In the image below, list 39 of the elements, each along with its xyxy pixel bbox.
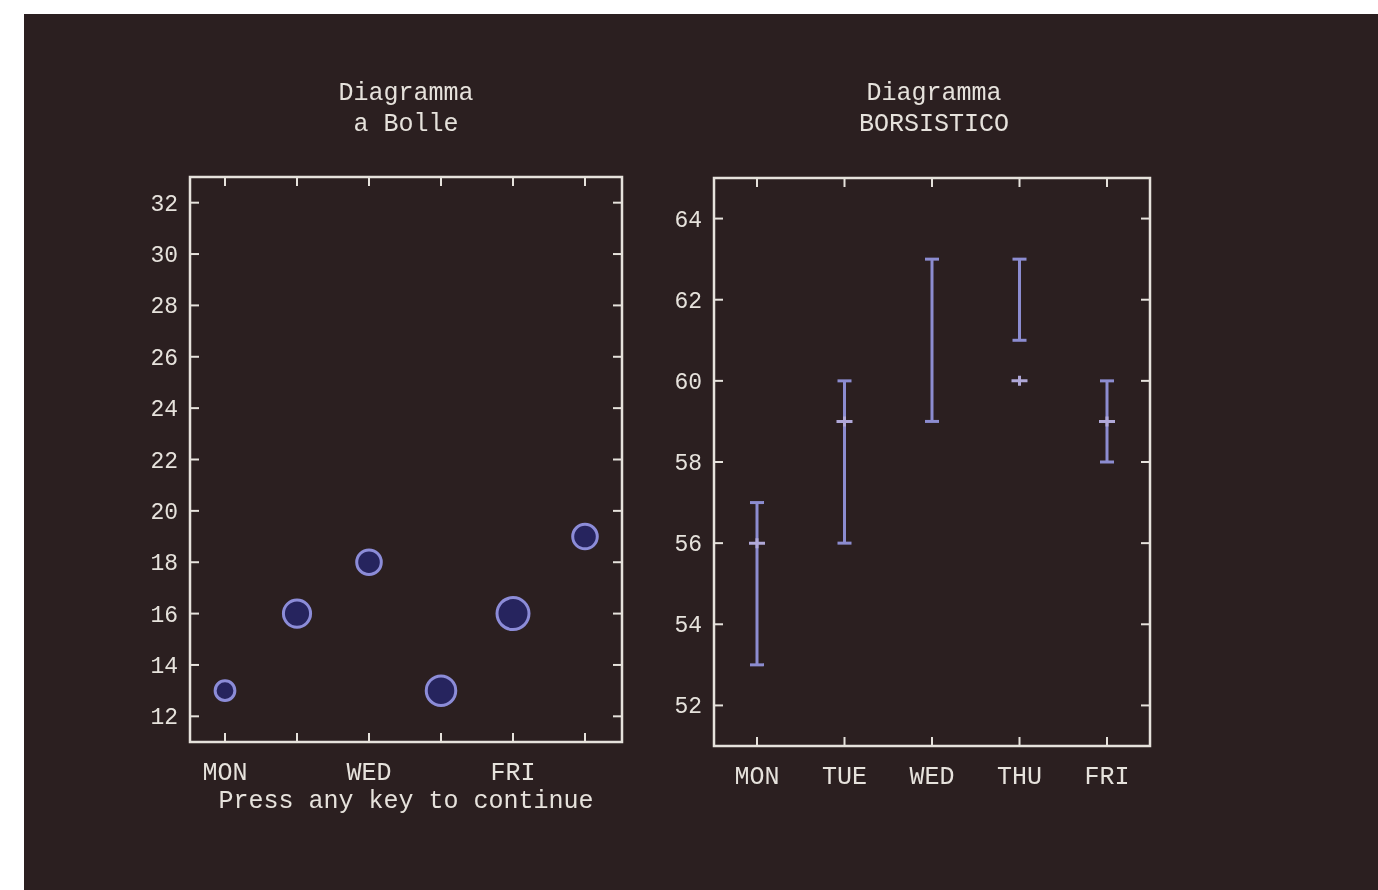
chart-title: Diagramma bbox=[866, 79, 1002, 108]
y-tick-label: 62 bbox=[674, 288, 702, 315]
y-tick-label: 52 bbox=[674, 694, 702, 721]
y-tick-label: 60 bbox=[674, 369, 702, 396]
x-tick-label: WED bbox=[346, 759, 392, 788]
y-tick-label: 56 bbox=[674, 532, 702, 559]
x-tick-label: MON bbox=[202, 759, 248, 788]
y-tick-label: 58 bbox=[674, 451, 702, 477]
y-tick-label: 28 bbox=[150, 294, 178, 321]
y-tick-label: 16 bbox=[150, 602, 178, 629]
bar bbox=[930, 259, 934, 422]
bar bbox=[755, 502, 759, 665]
y-tick-label: 26 bbox=[150, 345, 178, 372]
x-tick-label: WED bbox=[909, 763, 955, 792]
point bbox=[747, 536, 767, 550]
text: Press any key to continue bbox=[218, 787, 594, 816]
y-tick-label: 20 bbox=[150, 499, 178, 526]
y-tick-label: 32 bbox=[150, 191, 178, 218]
y-tick-label: 22 bbox=[150, 448, 178, 475]
y-tick-label: 18 bbox=[150, 551, 178, 578]
x-tick-label: THU bbox=[996, 763, 1043, 792]
x-tick-label: FRI bbox=[490, 759, 536, 788]
y-tick-label: 30 bbox=[150, 243, 178, 270]
x-tick-label: FRI bbox=[1084, 763, 1130, 792]
x-tick-label: TUE bbox=[821, 763, 868, 792]
y-tick-label: 14 bbox=[150, 653, 178, 680]
x-tick-label: MON bbox=[734, 763, 780, 792]
bar bbox=[1018, 259, 1021, 341]
point bbox=[835, 414, 854, 428]
point bbox=[1097, 414, 1117, 428]
y-tick-label: 12 bbox=[150, 705, 178, 732]
bar bbox=[843, 380, 846, 544]
chart-subtitle: a Bolle bbox=[353, 110, 459, 139]
chart-title: Diagramma bbox=[338, 79, 474, 108]
y-tick-label: 64 bbox=[674, 207, 702, 234]
point bbox=[1010, 374, 1029, 388]
chart-subtitle: BORSISTICO bbox=[858, 110, 1010, 139]
y-tick-label: 24 bbox=[150, 397, 178, 424]
y-tick-label: 54 bbox=[674, 613, 702, 640]
